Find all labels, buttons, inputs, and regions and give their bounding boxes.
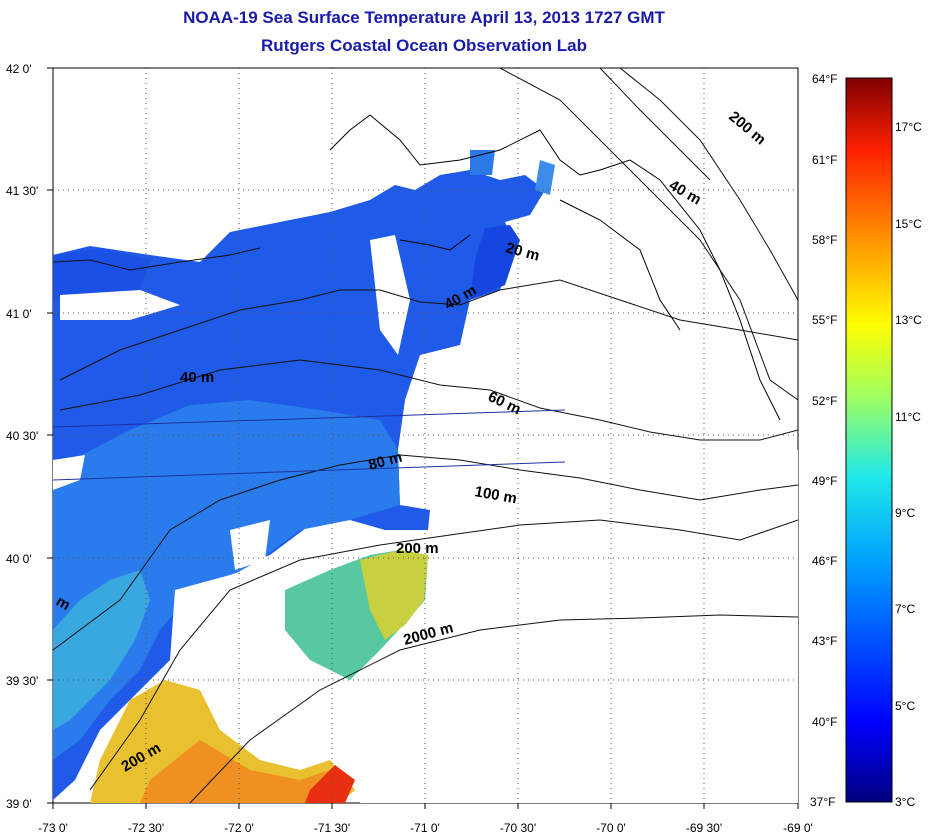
- f-label-58: 58°F: [812, 233, 837, 247]
- lon-label-71-30: -71 30': [314, 821, 350, 835]
- lon-label-69-30: -69 30': [686, 821, 722, 835]
- survey-lines: [52, 409, 566, 481]
- c-label-17: 17°C: [895, 120, 922, 134]
- c-label-15: 15°C: [895, 217, 922, 231]
- f-label-52: 52°F: [812, 394, 837, 408]
- f-label-37: 37°F: [810, 795, 835, 809]
- f-label-43: 43°F: [812, 634, 837, 648]
- c-label-7: 7°C: [895, 602, 915, 616]
- graticule: [53, 68, 798, 803]
- f-label-46: 46°F: [812, 554, 837, 568]
- colorbar: [845, 77, 893, 803]
- lat-label-39-0: 39 0': [6, 797, 32, 811]
- axis-ticks: [47, 67, 799, 809]
- lat-label-41-30: 41 30': [6, 184, 38, 198]
- coastline: [329, 114, 781, 421]
- contour-label-40m-west: 40 m: [180, 369, 214, 386]
- contour-label-200m-mid: 200 m: [396, 540, 439, 557]
- f-label-49: 49°F: [812, 474, 837, 488]
- lat-label-40-30: 40 30': [6, 429, 38, 443]
- lon-label-70-30: -70 30': [500, 821, 536, 835]
- c-label-5: 5°C: [895, 699, 915, 713]
- c-label-9: 9°C: [895, 506, 915, 520]
- f-label-64: 64°F: [812, 72, 837, 86]
- colorbar-f-scale: 64°F 61°F 58°F 55°F 52°F 49°F 46°F 43°F …: [810, 72, 837, 809]
- lon-label-72-30: -72 30': [128, 821, 164, 835]
- f-label-55: 55°F: [812, 313, 837, 327]
- c-label-3: 3°C: [895, 795, 915, 809]
- map-title: NOAA-19 Sea Surface Temperature April 13…: [183, 8, 665, 27]
- lat-label-42-0: 42 0': [6, 62, 32, 76]
- c-label-13: 13°C: [895, 313, 922, 327]
- f-label-61: 61°F: [812, 153, 837, 167]
- map-subtitle: Rutgers Coastal Ocean Observation Lab: [261, 36, 587, 55]
- lon-label-71-0: -71 0': [410, 821, 440, 835]
- lon-label-69-0: -69 0': [783, 821, 813, 835]
- lon-label-73-0: -73 0': [38, 821, 68, 835]
- lat-label-40-0: 40 0': [6, 552, 32, 566]
- lat-label-41-0: 41 0': [6, 307, 32, 321]
- colorbar-c-scale: 17°C 15°C 13°C 11°C 9°C 7°C 5°C 3°C: [895, 120, 922, 809]
- lon-label-70-0: -70 0': [596, 821, 626, 835]
- lon-label-72-0: -72 0': [224, 821, 254, 835]
- bathymetry-contours: [53, 68, 798, 803]
- f-label-40: 40°F: [812, 715, 837, 729]
- lat-label-39-30: 39 30': [6, 674, 38, 688]
- c-label-11: 11°C: [895, 410, 921, 424]
